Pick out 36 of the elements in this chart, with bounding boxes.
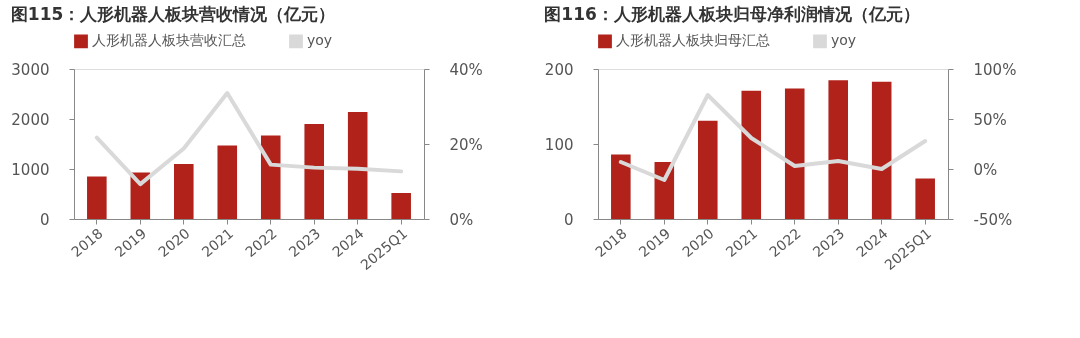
y2-tick-label: 0% <box>973 160 998 179</box>
chart-title: 图116：人形机器人板块归母净利润情况（亿元） <box>544 4 920 24</box>
bar <box>260 135 281 219</box>
bar <box>391 193 411 219</box>
bar <box>174 164 194 219</box>
bar <box>784 88 805 219</box>
bar <box>698 120 718 219</box>
line-series <box>618 93 928 182</box>
bar <box>217 145 238 219</box>
bar <box>347 112 368 219</box>
legend-label: yoy <box>307 32 333 49</box>
y2-tick-label: 0% <box>449 210 474 229</box>
bar <box>828 80 848 219</box>
y2-tick-label: 100% <box>973 60 1017 79</box>
y-tick-label: 200 <box>544 60 574 79</box>
line-series <box>94 91 404 187</box>
legend-label: 人形机器人板块归母汇总 <box>616 32 770 49</box>
y-tick-label: 0 <box>39 210 50 229</box>
y2-tick-label: 50% <box>973 110 1007 129</box>
y-tick-label: 2000 <box>11 110 50 129</box>
y2-tick-label: 20% <box>449 135 483 154</box>
y-tick-label: 3000 <box>11 60 50 79</box>
y-tick-label: 1000 <box>11 160 50 179</box>
y-tick-label: 100 <box>544 135 574 154</box>
y2-tick-label: -50% <box>973 210 1013 229</box>
chart-title: 图115：人形机器人板块营收情况（亿元） <box>10 4 336 24</box>
bar <box>871 81 892 219</box>
bar <box>304 124 324 219</box>
y-tick-label: 0 <box>563 210 574 229</box>
bar <box>915 178 935 219</box>
legend-label: 人形机器人板块营收汇总 <box>92 32 246 49</box>
legend-label: yoy <box>831 32 857 49</box>
bar <box>611 154 631 219</box>
bar <box>87 176 107 219</box>
y2-tick-label: 40% <box>449 60 483 79</box>
bar <box>741 90 762 219</box>
